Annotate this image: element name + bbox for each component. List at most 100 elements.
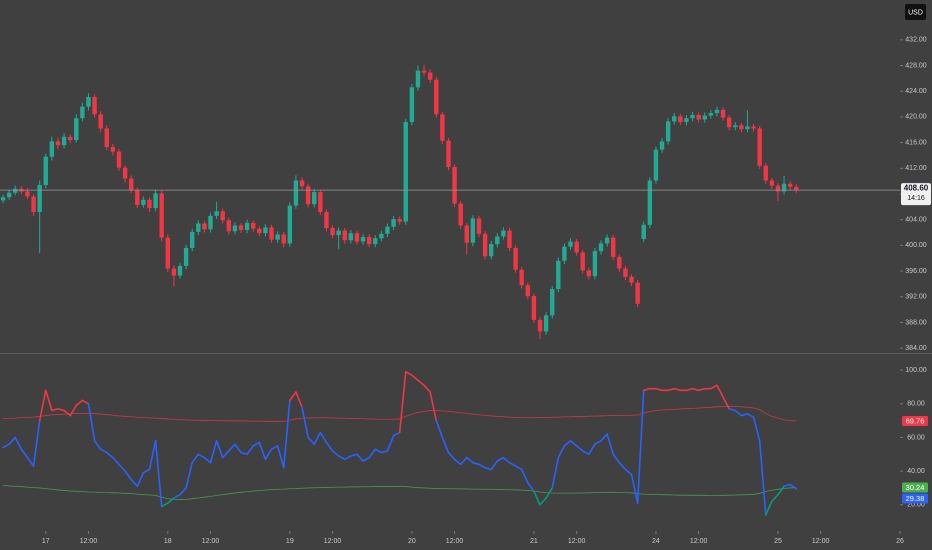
candle-body: [238, 225, 244, 230]
candle-body: [745, 126, 750, 130]
indicator-segment: [478, 463, 486, 469]
indicator-segment: [289, 391, 297, 402]
candle-body: [769, 180, 775, 186]
indicator-segment: [173, 493, 181, 499]
candle-body: [476, 218, 482, 234]
indicator-segment: [38, 389, 47, 422]
candle-body: [55, 141, 61, 146]
candle-body: [360, 237, 366, 242]
indicator-segment: [746, 413, 755, 419]
candle-body: [556, 260, 561, 290]
candle-body: [659, 141, 665, 150]
candle-body: [49, 141, 55, 157]
indicator-segment: [758, 440, 767, 516]
candle-body: [763, 165, 768, 181]
candle-body: [482, 233, 488, 257]
candle-body: [281, 234, 286, 244]
candle-body: [141, 199, 146, 205]
candle-body: [495, 236, 500, 245]
candle-body: [794, 186, 799, 191]
candle-body: [629, 276, 634, 283]
candle-body: [781, 183, 787, 192]
candle-body: [196, 223, 201, 232]
indicator-segment: [539, 497, 547, 506]
indicator-segment: [160, 502, 169, 508]
indicator-segment: [752, 416, 761, 442]
indicator-segment: [136, 471, 145, 488]
indicator-segment: [26, 456, 35, 467]
candle-body: [525, 285, 530, 297]
indicator-segment: [203, 456, 212, 464]
y-tick-label: 432.00: [905, 37, 927, 44]
y-tick-label: 20.00: [907, 502, 925, 509]
indicator-segment: [484, 466, 492, 471]
candle-body: [501, 230, 506, 237]
candle-body: [385, 226, 390, 234]
indicator-segment: [179, 487, 187, 496]
candle-body: [635, 282, 640, 304]
candle-body: [519, 269, 524, 286]
candle-body: [672, 116, 677, 122]
indicator-segment: [606, 433, 615, 456]
indicator-segment: [374, 448, 383, 454]
candle-body: [165, 237, 170, 269]
candle-body: [257, 228, 262, 234]
candle-body: [690, 114, 695, 119]
indicator-segment: [472, 461, 480, 466]
candle-body: [513, 247, 518, 270]
x-tick-label: 25: [774, 538, 782, 545]
candle-body: [641, 224, 646, 239]
indicator-segment: [57, 408, 65, 412]
indicator-segment: [411, 374, 419, 382]
candle-body: [13, 188, 18, 193]
indicator-segment: [215, 440, 224, 459]
candle-body: [678, 116, 683, 123]
candle-body: [757, 128, 762, 166]
x-tick-label: 12:00: [324, 538, 342, 545]
candle-body: [647, 180, 653, 225]
indicator-segment: [514, 465, 523, 471]
candle-body: [507, 230, 512, 248]
indicator-segment: [563, 440, 572, 447]
indicator-segment: [716, 384, 724, 398]
x-tick-label: 20: [408, 538, 416, 545]
candle-body: [25, 191, 30, 197]
indicator-segment: [148, 440, 157, 471]
candle-body: [312, 192, 317, 205]
indicator-segment: [588, 443, 596, 456]
indicator-segment: [734, 409, 743, 417]
currency-label[interactable]: USD: [908, 9, 923, 16]
indicator-segment: [630, 473, 639, 504]
candle-body: [684, 118, 689, 123]
indicator-segment: [496, 456, 505, 462]
candle-body: [299, 180, 305, 187]
indicator-segment: [435, 419, 444, 439]
candle-body: [67, 136, 73, 141]
indicator-segment: [2, 443, 10, 449]
indicator-segment: [612, 453, 621, 464]
indicator-segment: [569, 440, 578, 447]
candle-body: [318, 192, 323, 212]
candle-body: [562, 246, 567, 261]
indicator-segment: [124, 470, 132, 481]
indicator-segment: [69, 404, 78, 417]
candle-body: [116, 151, 122, 168]
y-tick-label: 404.00: [905, 217, 927, 224]
candle-body: [708, 113, 714, 116]
candle-body: [611, 237, 616, 257]
indicator-segment: [398, 371, 407, 434]
x-tick-label: 21: [530, 538, 538, 545]
candle-body: [550, 289, 555, 316]
indicator-segment: [209, 440, 218, 464]
countdown: 14:16: [907, 195, 925, 202]
candle-body: [183, 247, 189, 266]
currency-button[interactable]: [905, 4, 926, 20]
candle-body: [305, 186, 311, 205]
indicator-segment: [594, 440, 602, 445]
y-tick-label: 396.00: [905, 268, 927, 275]
indicator-segment: [130, 478, 139, 488]
value-label: 29.38: [906, 494, 925, 503]
candle-body: [220, 211, 225, 221]
value-label: 30.24: [906, 483, 925, 492]
candle-body: [775, 185, 781, 192]
